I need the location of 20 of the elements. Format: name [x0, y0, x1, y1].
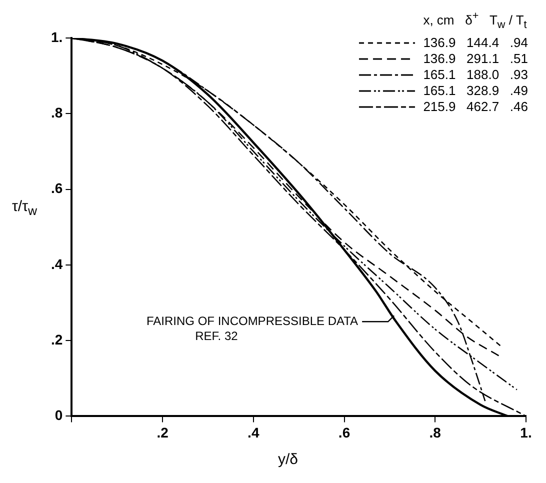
- legend-label: 136.9 144.4 .94: [423, 34, 528, 51]
- x-tick-label: .4: [248, 424, 260, 440]
- x-tick-label: .2: [156, 424, 169, 440]
- x-tick-label: 1.: [520, 424, 532, 440]
- legend-label: 165.1 188.0 .93: [423, 66, 528, 83]
- x-tick-label: .6: [338, 424, 350, 440]
- legend-label: 136.9 291.1 .51: [423, 50, 528, 67]
- y-tick-label: .8: [50, 104, 63, 120]
- x-tick-label: .8: [429, 424, 442, 440]
- y-tick-label: .2: [50, 331, 63, 348]
- y-tick-label: .4: [50, 256, 63, 272]
- x-axis-title: y/δ: [278, 451, 298, 468]
- annotation: FAIRING OF INCOMPRESSIBLE DATA REF. 32: [146, 314, 358, 343]
- y-tick-label: .6: [50, 180, 63, 196]
- y-tick-label: 0: [54, 407, 63, 424]
- legend-label: 215.9 462.7 .46: [423, 98, 528, 115]
- y-tick-label: 1.: [50, 28, 63, 45]
- legend-title: x, cm δ$^{+}$ T$_{w}$ / T$_{t}$: [422, 9, 528, 33]
- legend-label: 165.1 328.9 .49: [423, 82, 528, 99]
- y-axis-title: τ/τ$_{w}$: [12, 198, 38, 218]
